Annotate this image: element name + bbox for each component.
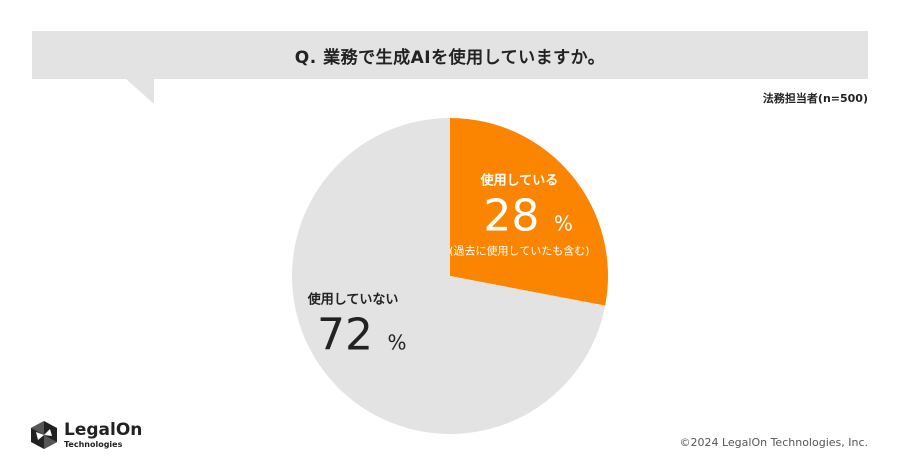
- slice-label-1: 使用していない: [307, 291, 399, 307]
- slice-value-0: 28: [483, 191, 539, 242]
- legalon-logo-icon: [31, 421, 57, 449]
- company-logo: LegalOn Technologies: [30, 420, 142, 450]
- question-title: Q. 業務で生成AIを使用していますか。: [294, 47, 606, 68]
- sample-size-note: 法務担当者(n=500): [762, 92, 868, 105]
- logo-name: LegalOn: [64, 419, 143, 440]
- slice-unit-1: %: [388, 330, 407, 354]
- pie-slice-0: [450, 118, 608, 306]
- logo-subtitle: Technologies: [64, 439, 123, 449]
- question-bubble: Q. 業務で生成AIを使用していますか。: [32, 31, 868, 79]
- copyright: ©2024 LegalOn Technologies, Inc.: [679, 436, 868, 449]
- slice-unit-0: %: [554, 212, 573, 236]
- pie-slice-1: [292, 118, 606, 435]
- slice-value-1: 72: [317, 309, 373, 360]
- bubble-tail: [126, 79, 154, 104]
- slice-note-0: (過去に使用していたも含む): [449, 244, 589, 258]
- slice-label-0: 使用している: [480, 173, 559, 189]
